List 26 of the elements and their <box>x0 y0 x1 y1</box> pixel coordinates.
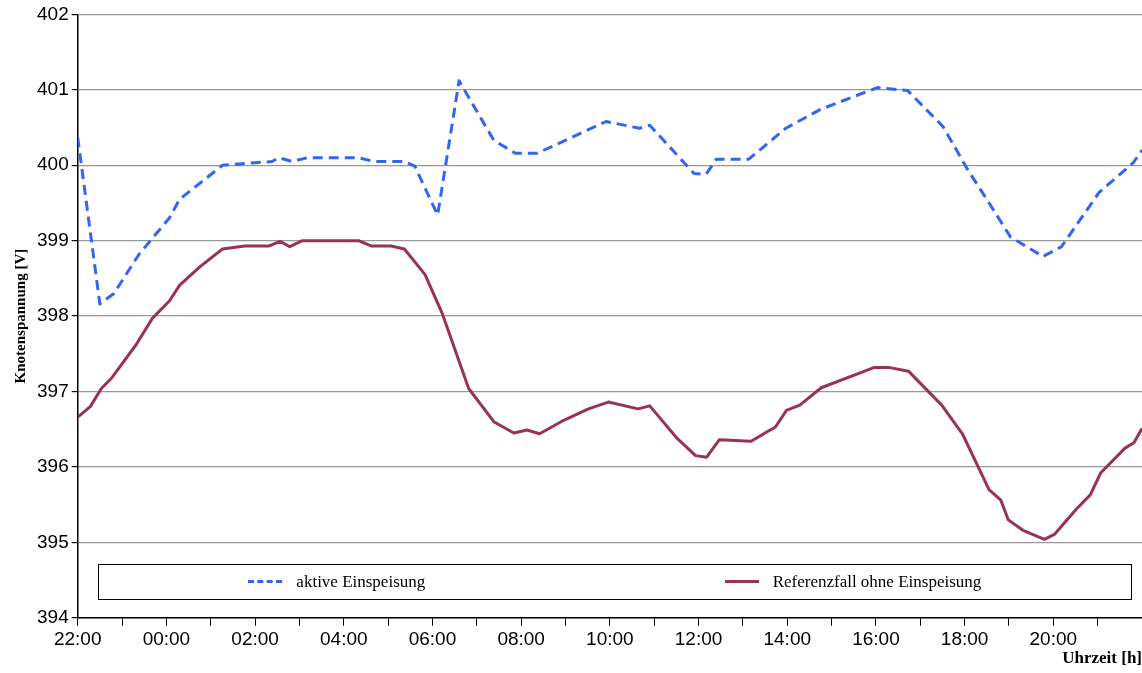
x-tick-label: 10:00 <box>586 628 634 650</box>
y-tick-label: 396 <box>37 455 69 477</box>
y-tick-label: 395 <box>37 530 69 552</box>
x-tick-label: 16:00 <box>852 628 900 650</box>
x-tick-label: 12:00 <box>674 628 723 650</box>
x-tick-label: 14:00 <box>763 628 812 650</box>
y-tick-label: 397 <box>37 379 69 401</box>
y-tick-label: 400 <box>37 153 69 175</box>
legend-label: aktive Einspeisung <box>296 571 426 592</box>
x-tick-label: 22:00 <box>53 628 102 650</box>
x-axis-title: Uhrzeit [h] <box>1062 648 1142 668</box>
y-tick-label: 399 <box>37 228 69 250</box>
x-tick-label: 20:00 <box>1029 628 1078 650</box>
x-tick-label: 06:00 <box>408 628 457 650</box>
y-tick-label: 394 <box>37 606 70 628</box>
x-tick-label: 02:00 <box>231 628 279 650</box>
legend-label: Referenzfall ohne Einspeisung <box>772 571 982 592</box>
y-tick-label: 398 <box>37 304 69 326</box>
y-axis-title: Knotenspannung [V] <box>11 248 28 384</box>
y-tick-label: 401 <box>37 78 69 100</box>
x-tick-label: 08:00 <box>497 628 545 650</box>
x-tick-label: 04:00 <box>320 628 368 650</box>
x-tick-label: 00:00 <box>142 628 191 650</box>
x-tick-label: 18:00 <box>940 628 989 650</box>
line-series <box>77 79 1142 306</box>
y-tick-label: 402 <box>37 2 69 24</box>
